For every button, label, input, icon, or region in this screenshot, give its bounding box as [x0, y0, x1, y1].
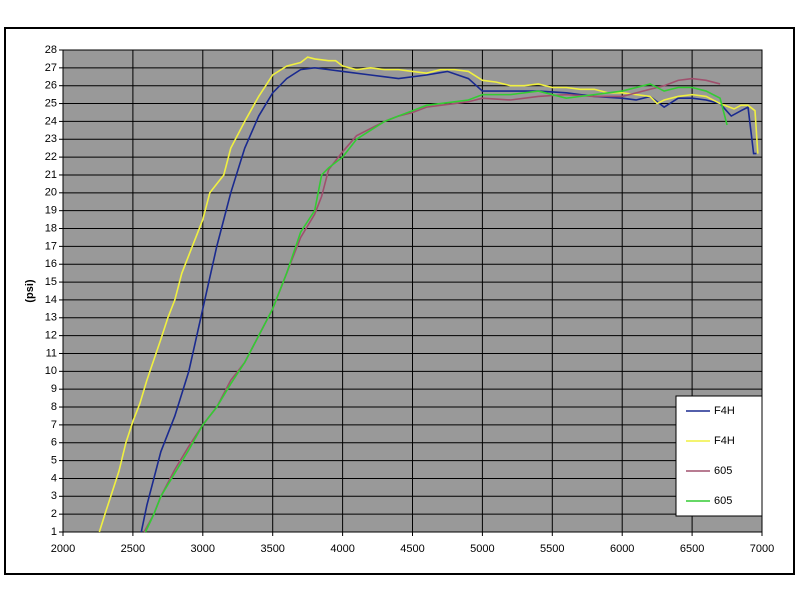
- y-tick-label: 17: [45, 240, 57, 252]
- x-tick-label: 2000: [51, 543, 75, 555]
- legend-label: 605: [714, 465, 732, 477]
- y-tick-label: 12: [45, 330, 57, 342]
- y-tick-label: 10: [45, 365, 57, 377]
- y-tick-label: 14: [45, 294, 57, 306]
- y-tick-label: 11: [46, 347, 57, 359]
- x-tick-label: 6000: [610, 543, 634, 555]
- y-tick-label: 20: [45, 187, 57, 199]
- y-tick-label: 22: [45, 151, 57, 163]
- y-tick-label: 3: [51, 490, 57, 502]
- y-tick-label: 1: [51, 526, 57, 538]
- y-tick-label: 23: [45, 133, 57, 145]
- y-axis-label: (psi): [24, 279, 36, 303]
- x-tick-label: 4000: [330, 543, 354, 555]
- y-tick-label: 24: [45, 115, 57, 127]
- y-tick-label: 2: [51, 508, 57, 520]
- x-tick-label: 2500: [121, 543, 145, 555]
- y-tick-label: 8: [51, 401, 57, 413]
- y-tick-label: 7: [51, 419, 57, 431]
- series-line: [98, 56, 759, 533]
- y-tick-label: 13: [45, 312, 57, 324]
- legend-box: [675, 395, 763, 517]
- y-tick-label: 21: [45, 169, 57, 181]
- y-tick-label: 5: [51, 454, 57, 466]
- legend-label: F4H: [714, 435, 735, 447]
- y-tick-label: 4: [51, 472, 57, 484]
- y-tick-label: 26: [45, 80, 57, 92]
- y-tick-label: 15: [45, 276, 57, 288]
- x-tick-label: 3500: [260, 543, 284, 555]
- x-tick-label: 7000: [750, 543, 774, 555]
- series-line: [144, 83, 728, 533]
- y-tick-label: 9: [51, 383, 57, 395]
- y-tick-label: 6: [51, 437, 57, 449]
- y-tick-label: 28: [45, 44, 57, 56]
- y-tick-label: 19: [45, 205, 57, 217]
- legend-label: F4H: [714, 405, 735, 417]
- series-line: [140, 67, 757, 533]
- legend-label: 605: [714, 495, 732, 507]
- x-tick-label: 5000: [470, 543, 494, 555]
- y-tick-label: 25: [45, 97, 57, 109]
- x-tick-label: 6500: [680, 543, 704, 555]
- x-tick-label: 5500: [540, 543, 564, 555]
- y-tick-label: 18: [45, 222, 57, 234]
- y-tick-label: 16: [45, 258, 57, 270]
- x-tick-label: 4500: [400, 543, 424, 555]
- plot-border: [62, 49, 763, 533]
- y-tick-label: 27: [45, 62, 57, 74]
- x-tick-label: 3000: [191, 543, 215, 555]
